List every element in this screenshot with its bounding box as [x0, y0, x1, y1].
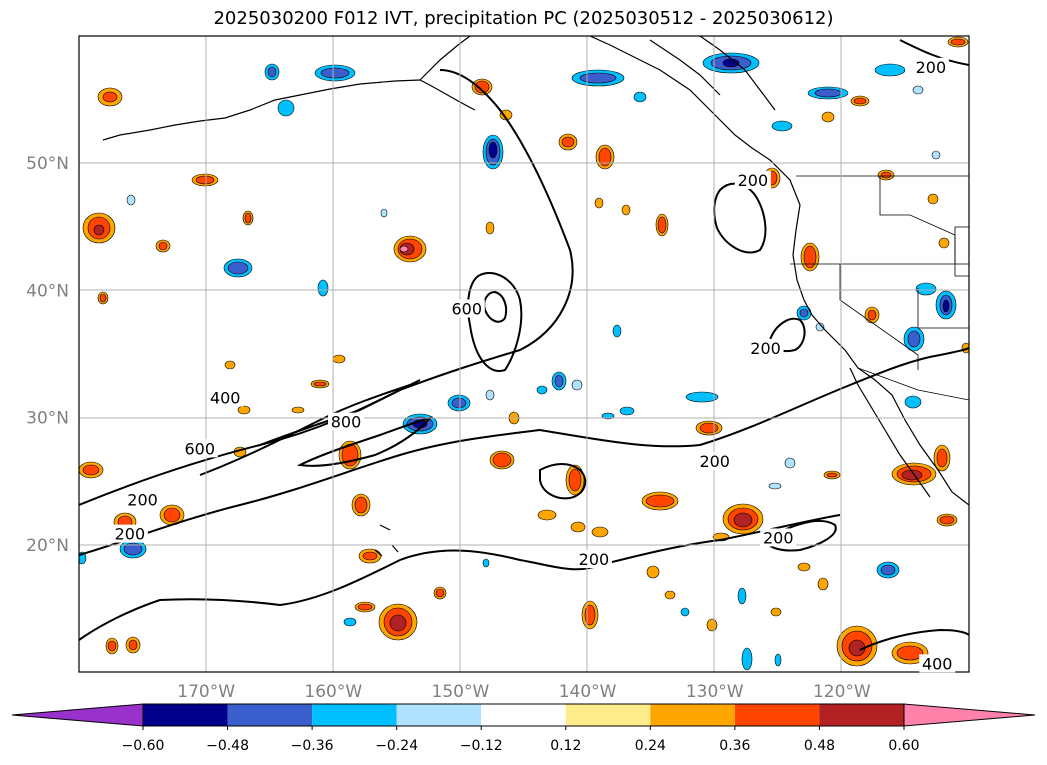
contour-label-bg	[575, 550, 612, 569]
lon-tick-label: 120°W	[813, 682, 871, 702]
chart-title: 2025030200 F012 IVT, precipitation PC (2…	[213, 8, 834, 29]
ivt-contour-label: 200	[115, 525, 146, 544]
colorbar-segment	[650, 704, 735, 726]
lon-tick-labels: 170°W 160°W 150°W 140°W 130°W 120°W	[177, 682, 871, 702]
colorbar-segment	[312, 704, 397, 726]
colorbar-segment	[227, 704, 313, 726]
contour-label-bg	[328, 412, 364, 431]
colorbar-extend-min	[11, 703, 144, 727]
lon-tick-label: 170°W	[177, 682, 235, 702]
colorbar: −0.60 −0.48 −0.36 −0.24 −0.12 0.12 0.24 0.36 0.4…	[11, 703, 1036, 754]
contour-labels: 200 200 400 600 800 600 200 200 200 200 200 200 400	[111, 57, 956, 673]
colorbar-tick-label: −0.36	[291, 738, 334, 754]
colorbar-tick-label: −0.12	[460, 738, 503, 754]
colorbar-tick-label: −0.24	[375, 738, 418, 754]
colorbar-segment	[396, 704, 482, 726]
colorbar-tick-label: 0.36	[719, 738, 750, 754]
precip-field	[79, 36, 969, 671]
lon-tick-label: 130°W	[686, 682, 744, 702]
ivt-contour-label: 200	[763, 528, 794, 547]
ivt-contour-label: 200	[127, 490, 158, 509]
ivt-contour-label: 200	[916, 58, 947, 77]
graticule	[79, 36, 969, 672]
contour-label-bg	[448, 299, 485, 318]
coastlines	[102, 36, 969, 557]
colorbar-tick-label: 0.48	[804, 738, 835, 754]
ivt-contour-label: 200	[738, 171, 769, 190]
contour-label-bg	[207, 388, 244, 407]
colorbar-segment	[143, 704, 228, 726]
state-borders	[790, 175, 969, 401]
ivt-contour-label: 600	[452, 299, 483, 318]
colorbar-segment	[565, 704, 651, 726]
contour-label-bg	[696, 452, 733, 471]
lon-tick-label: 150°W	[432, 682, 490, 702]
ivt-contour-label: 400	[922, 654, 953, 673]
ivt-contour-label: 400	[210, 389, 241, 408]
contour-label-bg	[747, 338, 784, 357]
lat-tick-label: 30°N	[26, 409, 69, 429]
lat-tick-label: 50°N	[26, 154, 69, 174]
ivt-contour-label: 800	[331, 413, 362, 432]
colorbar-tick-label: −0.60	[122, 738, 165, 754]
contour-label-bg	[181, 439, 218, 458]
colorbar-segment	[734, 704, 820, 726]
positive-pc-blobs	[79, 36, 969, 667]
colorbar-tick-label: 0.24	[635, 738, 666, 754]
lat-tick-label: 40°N	[26, 281, 69, 301]
colorbar-tick-label: −0.48	[206, 738, 249, 754]
ivt-contour-label: 200	[750, 339, 781, 358]
contour-label-bg	[760, 528, 797, 547]
ivt-contour-label: 200	[699, 452, 730, 471]
ivt-contours	[79, 39, 969, 651]
colorbar-tick-label: 0.60	[888, 738, 919, 754]
contour-label-bg	[111, 524, 148, 543]
lon-tick-label: 160°W	[304, 682, 362, 702]
map-frame	[78, 35, 970, 673]
ivt-contour-label: 200	[579, 550, 610, 569]
colorbar-segment	[481, 704, 566, 726]
colorbar-tick-label: 0.12	[550, 738, 581, 754]
contour-label-bg	[919, 654, 956, 673]
colorbar-outline	[142, 703, 905, 727]
contour-label-bg	[912, 57, 949, 76]
ivt-contour-label: 600	[185, 439, 216, 458]
contour-label-bg	[124, 490, 161, 509]
negative-pc-blobs	[79, 52, 957, 671]
colorbar-segment	[819, 704, 904, 726]
lat-tick-labels: 20°N 30°N 40°N 50°N	[26, 154, 69, 556]
lon-tick-label: 140°W	[559, 682, 617, 702]
contour-label-bg	[734, 171, 771, 190]
colorbar-extend-max	[903, 703, 1036, 727]
lat-tick-label: 20°N	[26, 536, 69, 556]
